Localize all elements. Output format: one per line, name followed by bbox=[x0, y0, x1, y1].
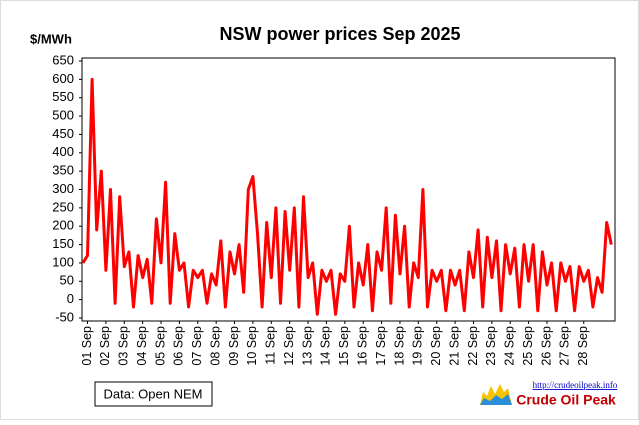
logo-icon bbox=[480, 394, 512, 405]
x-tick-label: 04 Sep bbox=[135, 326, 149, 366]
x-tick-label: 02 Sep bbox=[98, 326, 112, 366]
x-tick-label: 23 Sep bbox=[484, 326, 498, 366]
x-tick-label: 11 Sep bbox=[264, 326, 278, 365]
y-tick-label: 350 bbox=[52, 163, 74, 178]
x-tick-label: 20 Sep bbox=[429, 326, 443, 366]
x-tick-label: 03 Sep bbox=[117, 326, 131, 366]
x-tick-label: 28 Sep bbox=[576, 326, 590, 366]
y-tick-label: 650 bbox=[52, 52, 74, 67]
x-tick-label: 13 Sep bbox=[300, 326, 314, 366]
x-tick-label: 10 Sep bbox=[245, 326, 259, 366]
y-tick-label: 0 bbox=[67, 291, 74, 306]
source: Data: Open NEM bbox=[104, 386, 203, 401]
x-tick-label: 26 Sep bbox=[539, 326, 553, 366]
logo-name: Crude Oil Peak bbox=[516, 392, 616, 408]
y-tick-label: -50 bbox=[55, 309, 74, 324]
y-tick-label: 200 bbox=[52, 218, 74, 233]
x-tick-label: 16 Sep bbox=[356, 326, 370, 366]
y-tick-label: 250 bbox=[52, 199, 74, 214]
x-tick-label: 14 Sep bbox=[319, 326, 333, 366]
y-tick-label: 50 bbox=[60, 273, 74, 288]
x-tick-label: 09 Sep bbox=[227, 326, 241, 366]
y-tick-label: 100 bbox=[52, 254, 74, 269]
x-tick-label: 08 Sep bbox=[208, 326, 222, 366]
x-tick-label: 27 Sep bbox=[558, 326, 572, 366]
x-tick-label: 19 Sep bbox=[411, 326, 425, 366]
x-tick-label: 15 Sep bbox=[337, 326, 351, 366]
x-tick-label: 24 Sep bbox=[503, 326, 517, 366]
y-axis-label: $/MWh bbox=[30, 31, 72, 46]
x-tick-label: 22 Sep bbox=[466, 326, 480, 366]
y-tick-label: 450 bbox=[52, 126, 74, 141]
x-tick-label: 05 Sep bbox=[153, 326, 167, 366]
x-tick-label: 25 Sep bbox=[521, 326, 535, 366]
x-tick-label: 18 Sep bbox=[392, 326, 406, 366]
y-tick-label: 600 bbox=[52, 71, 74, 86]
x-tick-label: 01 Sep bbox=[80, 326, 94, 366]
x-tick-label: 07 Sep bbox=[190, 326, 204, 366]
y-tick-label: 400 bbox=[52, 144, 74, 159]
price-line bbox=[81, 77, 613, 316]
x-tick-label: 06 Sep bbox=[172, 326, 186, 366]
x-tick-label: 12 Sep bbox=[282, 326, 296, 366]
chart-title: NSW power prices Sep 2025 bbox=[219, 24, 460, 44]
x-tick-label: 21 Sep bbox=[447, 326, 461, 366]
logo-url: http://crudeoilpeak.info bbox=[533, 380, 618, 390]
logo: http://crudeoilpeak.info Crude Oil Peak bbox=[480, 380, 618, 408]
y-tick-label: 500 bbox=[52, 108, 74, 123]
x-tick-label: 17 Sep bbox=[374, 326, 388, 366]
y-tick-label: 550 bbox=[52, 89, 74, 104]
source-box bbox=[94, 381, 213, 407]
y-tick-label: 150 bbox=[52, 236, 74, 251]
y-tick-label: 300 bbox=[52, 181, 74, 196]
